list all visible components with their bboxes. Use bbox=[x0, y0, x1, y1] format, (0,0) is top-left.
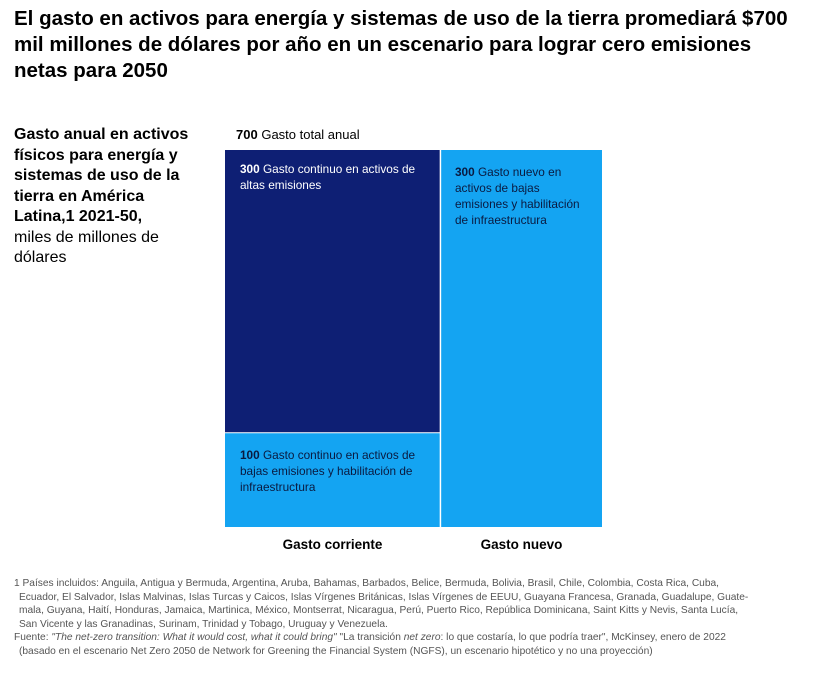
segment-label-low-emissions-current: 100 Gasto continuo en activos de bajas e… bbox=[240, 447, 430, 495]
segment-label-high-emissions: 300 Gasto continuo en activos de altas e… bbox=[240, 161, 430, 193]
category-label-current: Gasto corriente bbox=[282, 537, 383, 552]
footnote: 1 Países incluidos: Anguila, Antigua y B… bbox=[14, 577, 814, 659]
measure-unit: miles de millones de dólares bbox=[14, 228, 159, 267]
footnote-line: mala, Guyana, Haití, Honduras, Jamaica, … bbox=[19, 605, 739, 617]
bar-segment-0-1 bbox=[225, 432, 441, 527]
segment-value: 100 bbox=[240, 448, 260, 462]
footnote-line: San Vicente y las Granadinas, Surinam, T… bbox=[19, 618, 388, 630]
measure-description-bold: Gasto anual en activos físicos para ener… bbox=[14, 126, 189, 225]
source-line: Fuente: "The net-zero transition: What i… bbox=[14, 631, 814, 645]
bar-segment-1-0 bbox=[440, 150, 602, 527]
source-italic: net zero bbox=[403, 632, 441, 644]
category-label-new: Gasto nuevo bbox=[480, 537, 563, 552]
segment-text: Gasto continuo en activos de bajas emisi… bbox=[240, 448, 416, 494]
total-text: Gasto total anual bbox=[261, 127, 360, 142]
total-value: 700 bbox=[236, 127, 258, 142]
segment-value: 300 bbox=[240, 162, 260, 176]
source-text: "La transición bbox=[336, 632, 404, 644]
measure-description: Gasto anual en activos físicos para ener… bbox=[14, 125, 199, 269]
footnote-line: Ecuador, El Salvador, Islas Malvinas, Is… bbox=[19, 591, 749, 603]
chart-title: El gasto en activos para energía y siste… bbox=[14, 7, 788, 82]
source-title: "The net-zero transition: What it would … bbox=[51, 632, 337, 644]
segment-text: Gasto nuevo en activos de bajas emisione… bbox=[455, 165, 580, 227]
source-text: : lo que costaría, lo que podría traer",… bbox=[440, 632, 726, 644]
source-prefix: Fuente: bbox=[14, 632, 52, 644]
segment-text: Gasto continuo en activos de altas emisi… bbox=[240, 162, 416, 192]
segment-label-new-spending: 300 Gasto nuevo en activos de bajas emis… bbox=[455, 164, 595, 228]
bar-segment-0-0 bbox=[225, 150, 441, 433]
footnote-line: 1 Países incluidos: Anguila, Antigua y B… bbox=[14, 578, 720, 589]
segment-value: 300 bbox=[455, 165, 475, 179]
source-line-2: (basado en el escenario Net Zero 2050 de… bbox=[19, 645, 653, 657]
total-label: 700 Gasto total anual bbox=[236, 127, 360, 142]
